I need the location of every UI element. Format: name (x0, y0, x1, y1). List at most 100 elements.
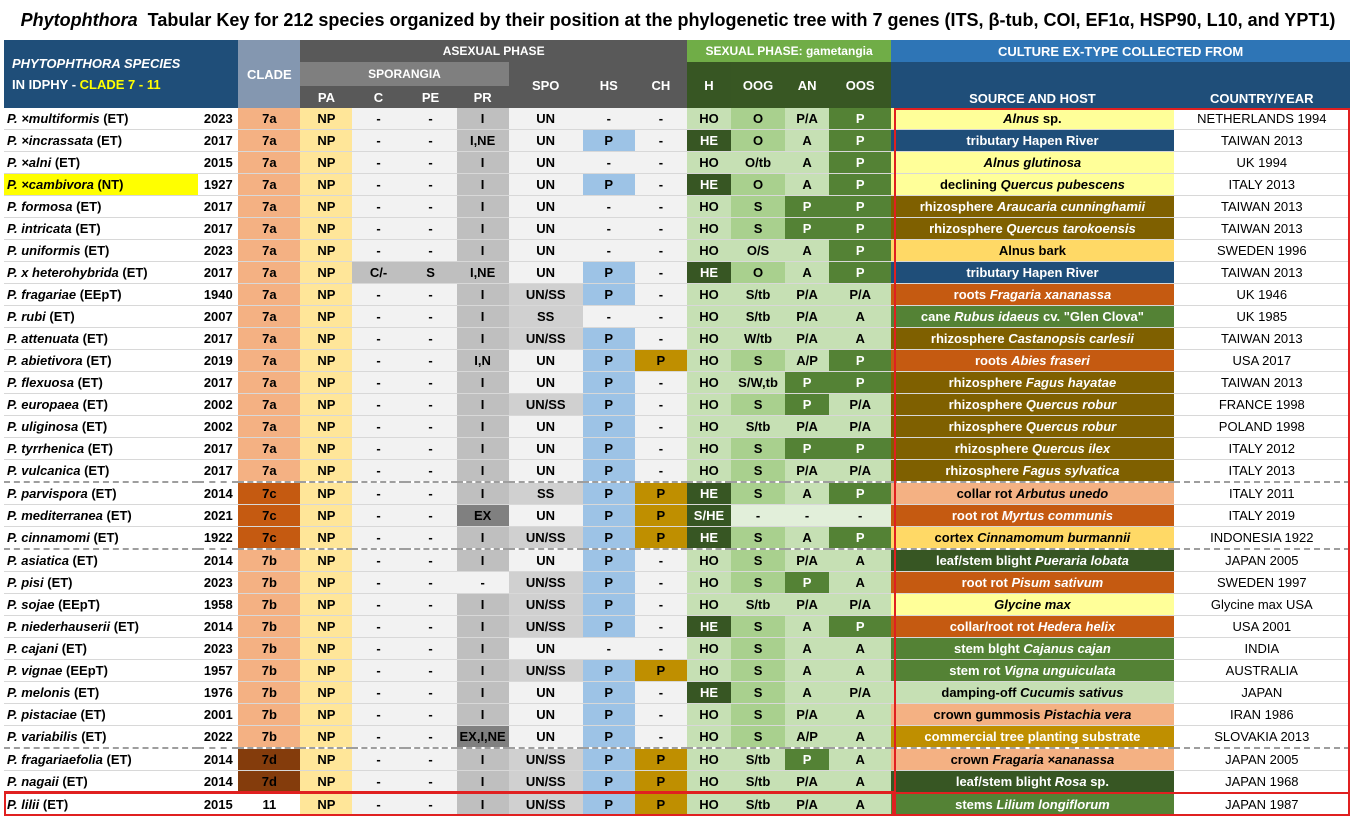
spo: SS (508, 305, 583, 328)
source-host: collar rot Arbutus unedo (891, 481, 1174, 505)
h: HO (686, 217, 731, 240)
hs: P (582, 459, 635, 483)
clade: 7c (238, 526, 301, 550)
oos: P (829, 615, 892, 638)
an: A/P (785, 725, 830, 749)
an: A (785, 615, 830, 638)
species-name: P. cajani (ET) (4, 637, 199, 660)
clade: 7a (238, 459, 301, 483)
c: - (352, 792, 405, 816)
source-host: rhizosphere Castanopsis carlesii (891, 327, 1174, 350)
an: A (785, 173, 830, 196)
pa: NP (300, 593, 353, 616)
clade: 7a (238, 261, 301, 284)
oos: P/A (829, 415, 892, 438)
country-year: JAPAN 2005 (1173, 747, 1350, 771)
ch: - (634, 195, 687, 218)
an: P/A (785, 415, 830, 438)
an: P (785, 571, 830, 594)
c: - (352, 195, 405, 218)
oos: P (829, 108, 892, 130)
source-host: cane Rubus idaeus cv. "Glen Clova" (891, 305, 1174, 328)
hs: P (582, 261, 635, 284)
hs: P (582, 327, 635, 350)
pe: - (404, 129, 457, 152)
an: P (785, 393, 830, 416)
species-name: P. x heterohybrida (ET) (4, 261, 199, 284)
year: 2017 (198, 129, 239, 152)
table-row: P. fragariae (EEpT) 1940 7a NP - - I UN/SS P - HO S… (4, 283, 1350, 306)
header-pe: PE (404, 86, 457, 108)
year: 2017 (198, 261, 239, 284)
clade: 7a (238, 283, 301, 306)
oos: P (829, 239, 892, 262)
hs: P (582, 615, 635, 638)
species-name: P. attenuata (ET) (4, 327, 199, 350)
h: HO (686, 770, 731, 794)
header-oos: OOS (829, 62, 892, 108)
pe: - (404, 481, 457, 505)
h: S/HE (686, 504, 731, 527)
source-host: tributary Hapen River (891, 261, 1174, 284)
clade: 7a (238, 195, 301, 218)
c: - (352, 615, 405, 638)
pr: I (456, 151, 509, 174)
ch: - (634, 725, 687, 749)
year: 2017 (198, 437, 239, 460)
c: - (352, 151, 405, 174)
pe: - (404, 371, 457, 394)
header-clade: CLADE (238, 40, 301, 108)
species-name: P. variabilis (ET) (4, 725, 199, 749)
species-name: P. rubi (ET) (4, 305, 199, 328)
pa: NP (300, 615, 353, 638)
ch: - (634, 217, 687, 240)
ch: - (634, 283, 687, 306)
ch: - (634, 681, 687, 704)
pe: - (404, 548, 457, 572)
pe: - (404, 725, 457, 749)
h: HO (686, 725, 731, 749)
spo: UN (508, 459, 583, 483)
c: - (352, 173, 405, 196)
country-year: IRAN 1986 (1173, 703, 1350, 726)
species-name: P. pisi (ET) (4, 571, 199, 594)
hs: P (582, 681, 635, 704)
hs: P (582, 571, 635, 594)
hs: - (582, 239, 635, 262)
country-year: POLAND 1998 (1173, 415, 1350, 438)
h: HO (686, 327, 731, 350)
header-sexual-phase: SEXUAL PHASE: gametangia (686, 40, 892, 62)
clade: 7a (238, 108, 301, 130)
spo: UN/SS (508, 393, 583, 416)
pe: - (404, 349, 457, 372)
pr: I (456, 703, 509, 726)
ch: P (634, 792, 687, 816)
clade: 7a (238, 217, 301, 240)
species-name: P. uliginosa (ET) (4, 415, 199, 438)
country-year: ITALY 2013 (1173, 173, 1350, 196)
clade: 7a (238, 173, 301, 196)
h: HO (686, 239, 731, 262)
an: P/A (785, 108, 830, 130)
oos: P/A (829, 459, 892, 483)
pa: NP (300, 481, 353, 505)
an: A (785, 637, 830, 660)
oog: S/tb (731, 747, 786, 771)
species-name: P. europaea (ET) (4, 393, 199, 416)
clade: 7c (238, 504, 301, 527)
ch: - (634, 151, 687, 174)
pr: EX,I,NE (456, 725, 509, 749)
spo: UN (508, 173, 583, 196)
table-row: P. mediterranea (ET) 2021 7c NP - - EX UN P P S/HE… (4, 504, 1350, 527)
species-name: P. flexuosa (ET) (4, 371, 199, 394)
an: P/A (785, 327, 830, 350)
hs: - (582, 195, 635, 218)
species-name: P. lilii (ET) (4, 792, 199, 816)
clade: 7a (238, 349, 301, 372)
pa: NP (300, 151, 353, 174)
an: A (785, 151, 830, 174)
table-row: P. vulcanica (ET) 2017 7a NP - - I UN P - HO S P/A P/… (4, 459, 1350, 483)
hs: P (582, 593, 635, 616)
year: 2023 (198, 637, 239, 660)
source-host: rhizosphere Quercus tarokoensis (891, 217, 1174, 240)
